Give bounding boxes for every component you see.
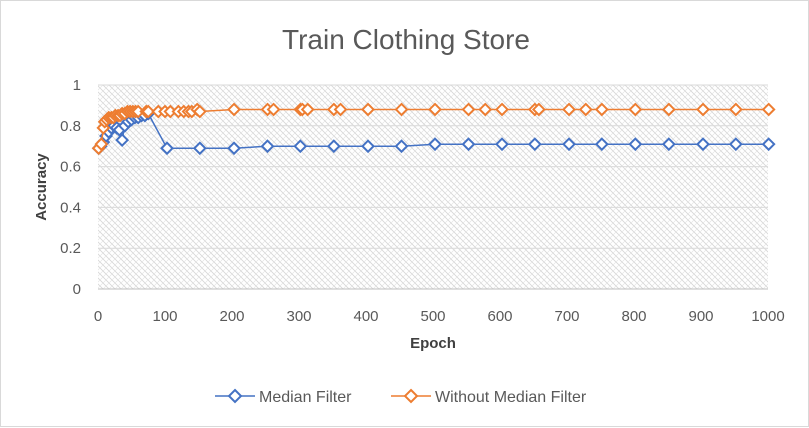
data-point xyxy=(696,137,710,152)
data-point xyxy=(495,102,509,117)
data-point xyxy=(192,104,207,119)
data-point xyxy=(293,139,308,154)
x-tick-label: 0 xyxy=(94,308,102,325)
data-point xyxy=(562,102,576,117)
data-point xyxy=(728,102,743,117)
plot-background xyxy=(98,85,768,289)
y-tick-label: 0.2 xyxy=(60,240,81,257)
data-point xyxy=(562,137,576,152)
data-point xyxy=(495,137,509,152)
data-point xyxy=(94,137,109,152)
x-tick-label: 400 xyxy=(353,308,378,325)
series-without-median-filter xyxy=(91,102,776,156)
x-tick-label: 100 xyxy=(152,308,177,325)
data-point xyxy=(333,102,348,117)
data-point xyxy=(394,139,409,154)
x-tick-label: 800 xyxy=(621,308,646,325)
data-point xyxy=(761,102,776,117)
gridlines xyxy=(98,84,768,290)
data-point xyxy=(661,102,676,117)
y-axis-ticks: 0 0.2 0.4 0.6 0.8 1 xyxy=(60,77,81,298)
x-tick-label: 600 xyxy=(487,308,512,325)
data-point xyxy=(141,104,156,119)
data-point xyxy=(428,137,442,152)
data-point xyxy=(761,137,776,152)
data-point xyxy=(227,102,241,117)
data-point xyxy=(531,102,546,117)
legend-label-without-median-filter: Without Median Filter xyxy=(435,389,587,406)
x-tick-label: 900 xyxy=(688,308,713,325)
y-axis-title: Accuracy xyxy=(33,153,50,221)
y-tick-label: 0.6 xyxy=(60,159,81,176)
data-point xyxy=(260,139,275,154)
x-tick-label: 300 xyxy=(286,308,311,325)
x-tick-label: 1000 xyxy=(751,308,784,325)
data-point xyxy=(728,137,743,152)
data-point xyxy=(594,102,609,117)
data-point xyxy=(361,139,375,154)
data-point xyxy=(192,141,207,156)
y-tick-label: 0.8 xyxy=(60,118,81,135)
data-point xyxy=(478,102,493,117)
data-point xyxy=(115,133,130,147)
data-point xyxy=(527,137,542,152)
legend-label-median-filter: Median Filter xyxy=(259,389,352,406)
x-tick-label: 700 xyxy=(554,308,579,325)
x-axis-ticks: 0 100 200 300 400 500 600 700 800 900 1000 xyxy=(94,308,785,325)
x-axis-title: Epoch xyxy=(410,335,456,352)
data-point xyxy=(300,102,315,117)
legend: Median Filter Without Median Filter xyxy=(215,388,587,406)
data-point xyxy=(361,102,375,117)
data-point xyxy=(461,102,476,117)
data-point xyxy=(428,102,442,117)
y-tick-label: 0.4 xyxy=(60,199,81,216)
data-point xyxy=(696,102,710,117)
x-tick-label: 500 xyxy=(420,308,445,325)
data-point xyxy=(628,102,643,117)
data-point xyxy=(578,102,593,117)
x-tick-label: 200 xyxy=(219,308,244,325)
y-tick-label: 0 xyxy=(73,281,81,298)
legend-marker-without-median-filter xyxy=(403,388,419,404)
data-point xyxy=(394,102,409,117)
series-layer xyxy=(91,102,776,156)
y-tick-label: 1 xyxy=(73,77,81,94)
data-point xyxy=(461,137,476,152)
data-point xyxy=(628,137,643,152)
chart-title: Train Clothing Store xyxy=(282,24,530,55)
data-point xyxy=(594,137,609,152)
data-point xyxy=(266,102,281,117)
data-point xyxy=(661,137,676,152)
data-point xyxy=(160,141,174,156)
data-point xyxy=(326,139,341,154)
data-point xyxy=(227,141,241,156)
legend-marker-median-filter xyxy=(227,388,243,404)
